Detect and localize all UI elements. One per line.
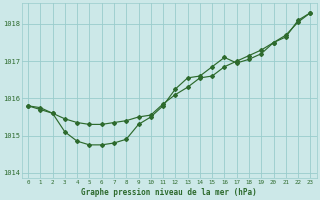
X-axis label: Graphe pression niveau de la mer (hPa): Graphe pression niveau de la mer (hPa) bbox=[81, 188, 257, 197]
